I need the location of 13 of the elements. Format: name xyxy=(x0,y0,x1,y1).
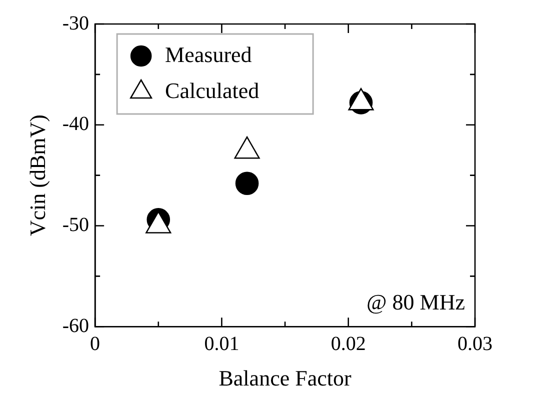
x-tick-label: 0.03 xyxy=(458,332,492,355)
legend-label: Calculated xyxy=(165,78,260,103)
y-axis-title: Vcin (dBmV) xyxy=(24,114,50,236)
x-tick-label: 0.02 xyxy=(330,332,366,355)
x-tick-label: 0.01 xyxy=(204,332,240,355)
y-tick-label: -50 xyxy=(62,214,90,236)
legend-label: Measured xyxy=(165,42,252,67)
y-tick-label: -60 xyxy=(62,314,90,337)
x-tick-label: 0 xyxy=(90,332,100,355)
y-tick-label: -40 xyxy=(62,113,90,136)
annotation: @ 80 MHz xyxy=(366,289,466,314)
y-tick-label: -30 xyxy=(62,12,90,34)
x-axis-title: Balance Factor xyxy=(218,366,352,391)
